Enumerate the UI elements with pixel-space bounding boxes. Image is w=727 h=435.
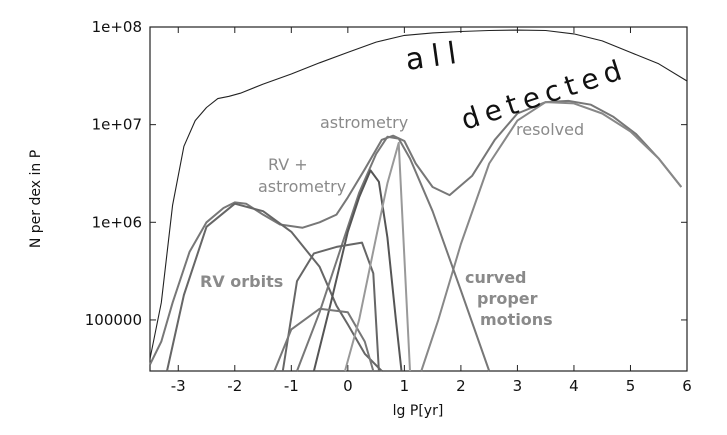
x-tick-label: -3 bbox=[171, 377, 186, 395]
plot-frame bbox=[149, 26, 688, 372]
annotation-curved-3: motions bbox=[480, 310, 553, 329]
series-line-6 bbox=[281, 241, 380, 372]
annotation-rv-astrometry-2: astrometry bbox=[258, 177, 346, 196]
annotation-resolved: resolved bbox=[516, 120, 584, 139]
x-tick-label: 4 bbox=[569, 377, 579, 395]
x-tick-label: 2 bbox=[456, 377, 466, 395]
x-tick-label: 5 bbox=[626, 377, 636, 395]
x-tick-label: -2 bbox=[227, 377, 242, 395]
y-tick-label: 1e+07 bbox=[92, 116, 142, 134]
x-axis-label: lg P[yr] bbox=[393, 403, 444, 419]
series-line-4 bbox=[296, 135, 491, 372]
x-axis: -3 -2 -1 0 1 2 3 4 5 6 bbox=[171, 27, 692, 395]
series-line-1 bbox=[149, 99, 683, 365]
series-line-5 bbox=[312, 169, 403, 372]
x-tick-label: 3 bbox=[513, 377, 523, 395]
y-tick-label: 1e+06 bbox=[92, 213, 142, 231]
annotation-all: all bbox=[403, 35, 466, 78]
annotation-astrometry: astrometry bbox=[320, 113, 408, 132]
series-line-2 bbox=[420, 101, 683, 372]
series-line-8 bbox=[344, 141, 411, 372]
series-layer bbox=[149, 29, 688, 372]
annotation-rv-astrometry-1: RV + bbox=[268, 155, 308, 174]
y-axis-label: N per dex in P bbox=[28, 150, 44, 248]
series-line-0 bbox=[149, 29, 688, 359]
y-axis: 100000 1e+06 1e+07 1e+08 bbox=[85, 18, 687, 329]
x-tick-label: 0 bbox=[343, 377, 353, 395]
annotation-curved-1: curved bbox=[465, 268, 527, 287]
annotation-curved-2: proper bbox=[477, 289, 538, 308]
x-tick-label: 1 bbox=[400, 377, 410, 395]
y-tick-label: 1e+08 bbox=[92, 18, 142, 36]
series-line-7 bbox=[273, 307, 375, 372]
annotation-rv-orbits: RV orbits bbox=[200, 272, 283, 291]
x-tick-label: 6 bbox=[682, 377, 692, 395]
x-tick-label: -1 bbox=[284, 377, 299, 395]
series-line-3 bbox=[166, 202, 383, 372]
y-tick-label: 100000 bbox=[85, 311, 142, 329]
